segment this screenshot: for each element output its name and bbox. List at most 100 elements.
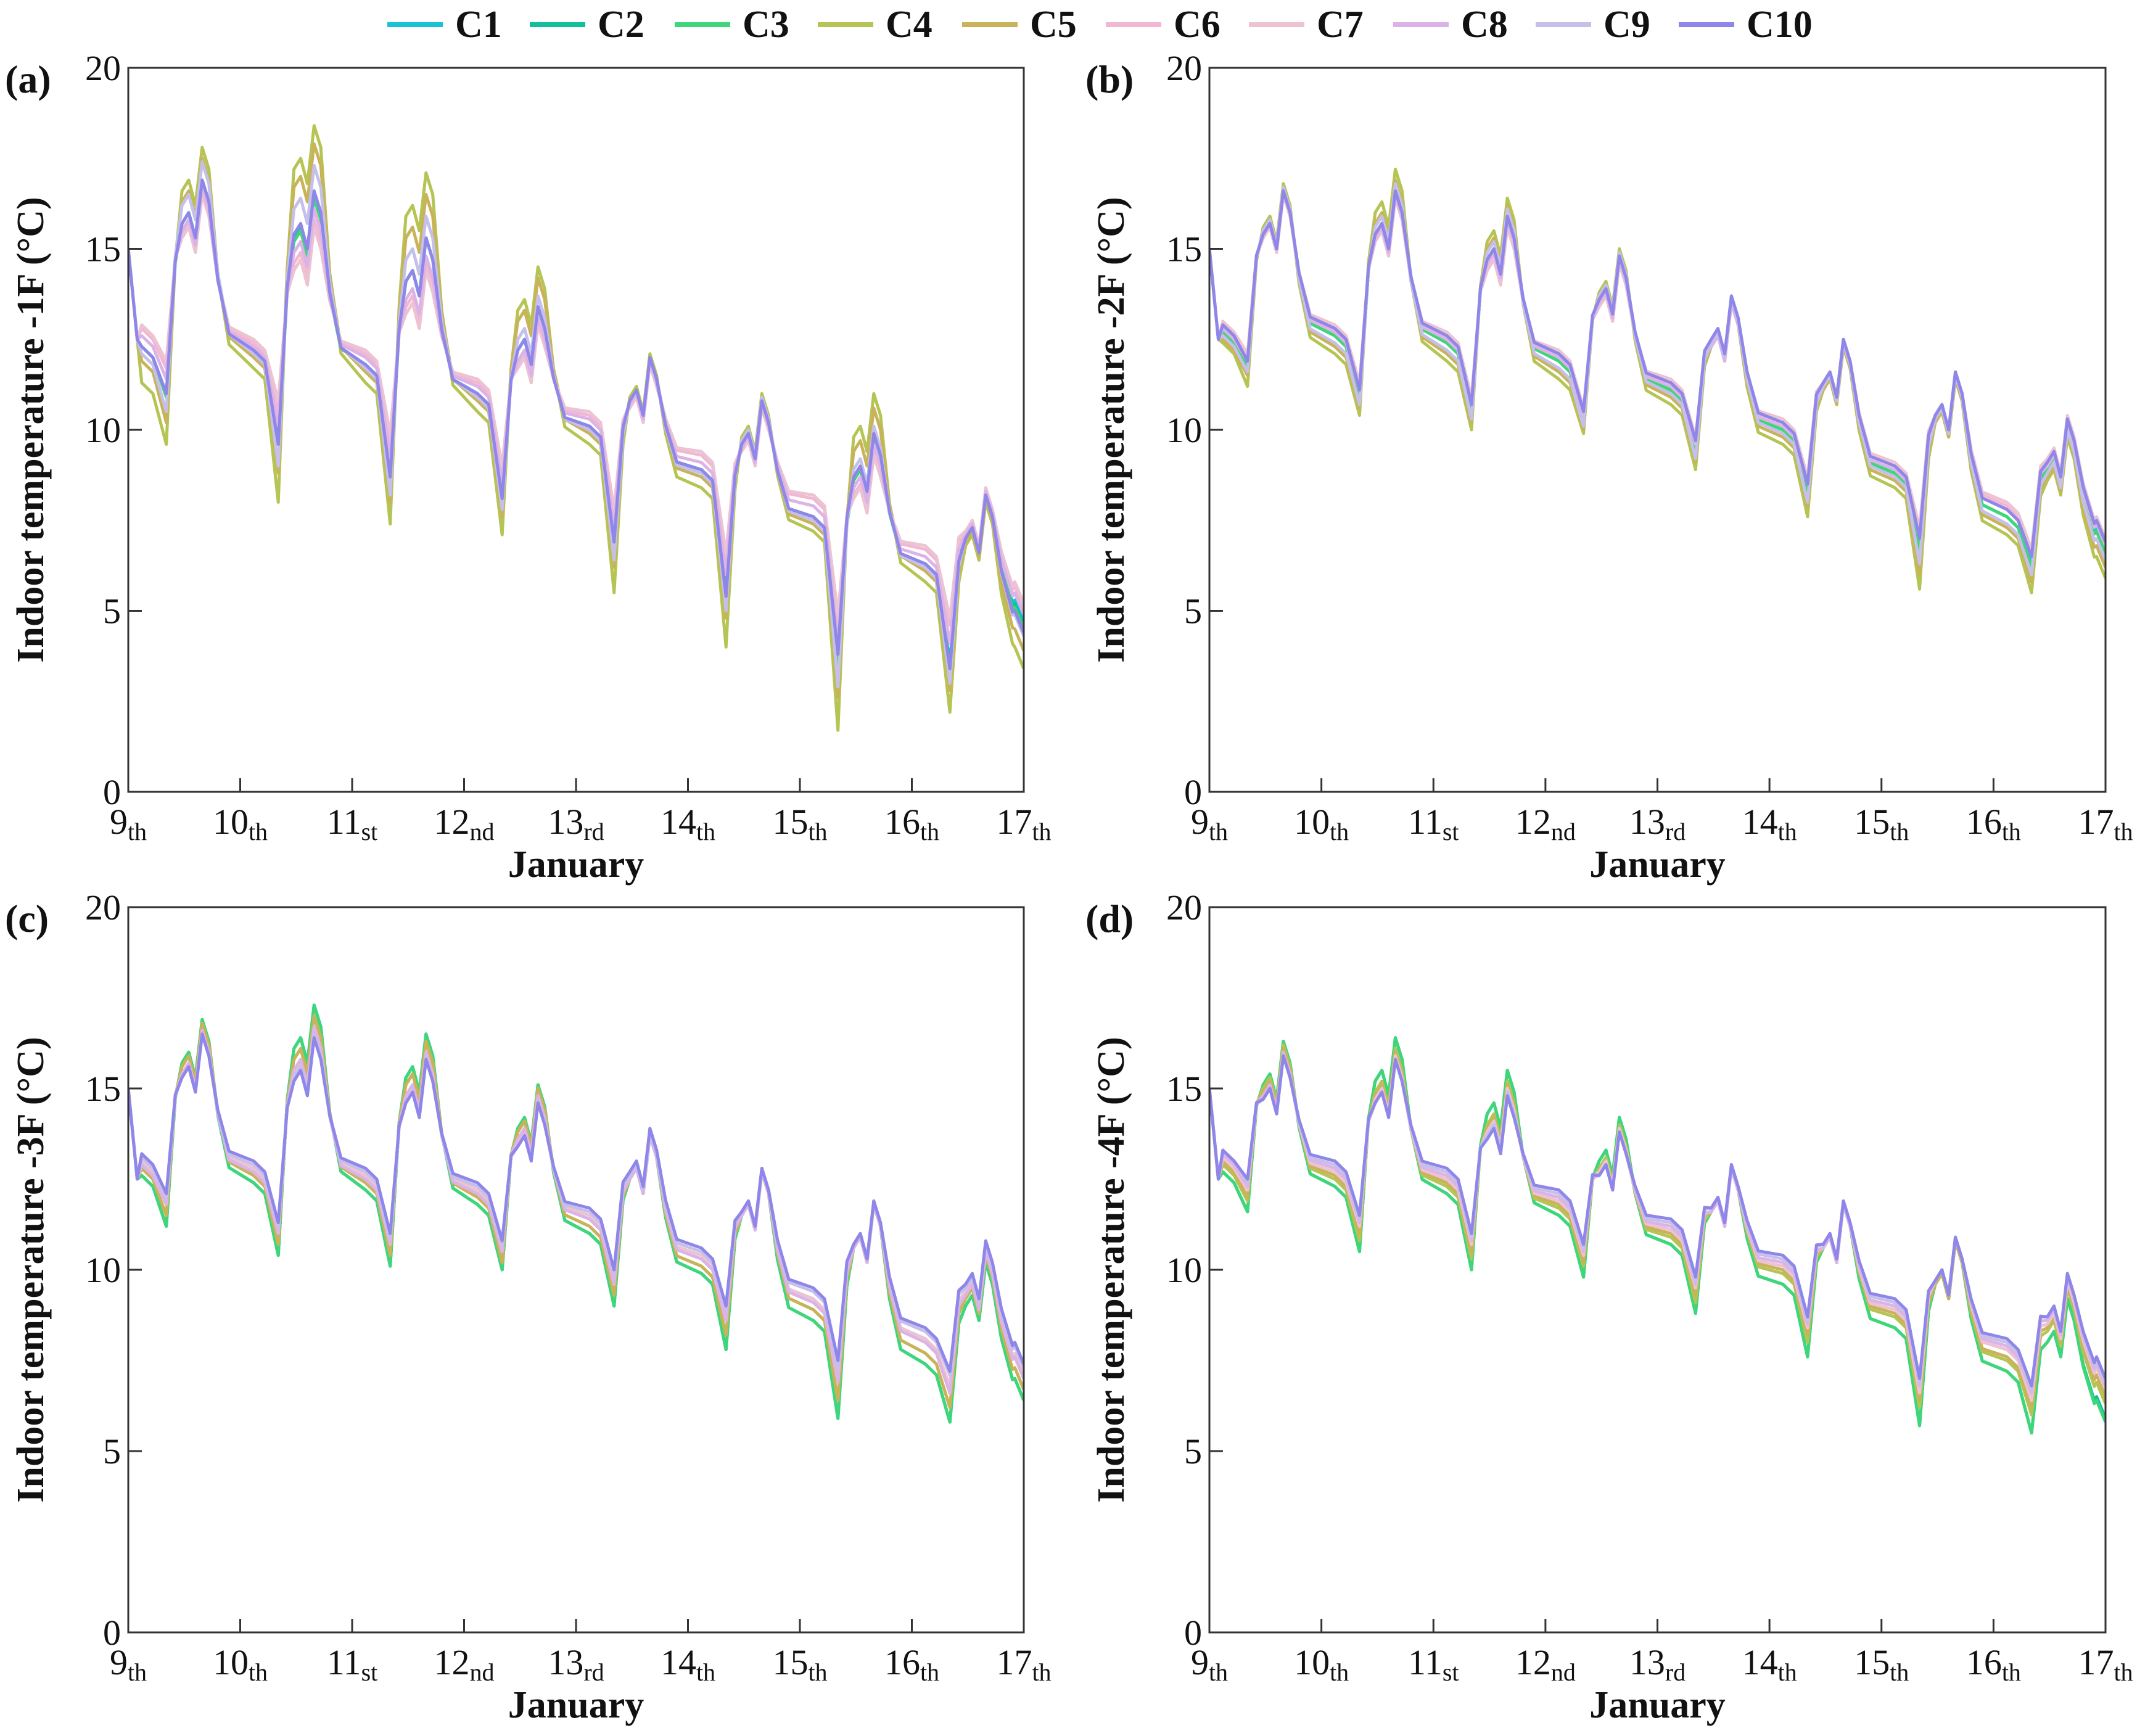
x-tick-suffix: th [696, 818, 715, 845]
legend-entry-c5: C5 [962, 4, 1077, 46]
x-tick-label: 12nd [1515, 1642, 1576, 1686]
x-tick-suffix: st [361, 1658, 378, 1686]
x-tick-suffix: th [920, 818, 939, 845]
x-tick-number: 11 [1408, 802, 1443, 842]
x-tick-label: 9th [1191, 1642, 1228, 1686]
x-tick-number: 15 [1854, 1642, 1890, 1682]
x-tick-suffix: th [1209, 818, 1228, 845]
legend-entry-c8: C8 [1393, 4, 1508, 46]
x-tick-suffix: nd [1551, 1658, 1576, 1686]
x-tick-label: 9th [110, 1642, 147, 1686]
panel-label: (b) [1085, 57, 1134, 101]
x-tick-label: 14th [1742, 802, 1797, 845]
x-tick-number: 14 [661, 802, 696, 842]
x-tick-suffix: th [696, 1658, 715, 1686]
x-tick-label: 13rd [548, 1642, 604, 1686]
x-tick-label: 16th [1966, 1642, 2021, 1686]
x-tick-label: 15th [772, 802, 827, 845]
legend-label-c9: C9 [1603, 4, 1650, 46]
x-tick-label: 17th [2078, 802, 2133, 845]
x-tick-label: 12nd [434, 1642, 495, 1686]
x-tick-label: 17th [2078, 1642, 2133, 1686]
series-line-c10 [128, 1032, 1024, 1373]
legend-label-c1: C1 [455, 4, 502, 46]
x-tick-label: 12nd [434, 802, 495, 845]
x-tick-number: 17 [996, 802, 1032, 842]
y-tick-label: 5 [1184, 1431, 1202, 1471]
x-tick-suffix: rd [583, 818, 604, 845]
x-tick-number: 13 [1629, 802, 1665, 842]
x-tick-suffix: rd [1665, 818, 1686, 845]
x-tick-number: 17 [2078, 1642, 2114, 1682]
legend-entry-c6: C6 [1106, 4, 1221, 46]
y-tick-label: 5 [1184, 591, 1202, 631]
x-tick-number: 13 [1629, 1642, 1665, 1682]
legend: C1 C2 C3 C4 C5 C6 C7 C8 C9 C10 [387, 4, 1813, 46]
legend-label-c7: C7 [1317, 4, 1364, 46]
x-tick-suffix: th [1330, 1658, 1349, 1686]
y-axis-title: Indoor temperature -4F (°C) [1090, 1037, 1132, 1502]
plot-frame [1208, 67, 2107, 793]
x-tick-label: 17th [996, 802, 1051, 845]
legend-entry-c4: C4 [818, 4, 932, 46]
x-axis-title: January [1589, 844, 1725, 886]
x-tick-suffix: th [128, 1658, 147, 1686]
series-line-c8 [1209, 1050, 2106, 1395]
x-tick-label: 9th [1191, 802, 1228, 845]
y-tick-label: 10 [1166, 1250, 1202, 1290]
series-line-c10 [1209, 1054, 2106, 1388]
y-tick-label: 20 [85, 48, 121, 88]
panel-c-series [128, 1003, 1024, 1424]
x-tick-suffix: nd [470, 1658, 495, 1686]
x-tick-label: 10th [1294, 1642, 1349, 1686]
x-tick-number: 12 [434, 1642, 470, 1682]
y-tick-label: 0 [1184, 1613, 1202, 1653]
x-tick-suffix: th [1890, 818, 1909, 845]
legend-label-c10: C10 [1747, 4, 1813, 46]
x-tick-label: 10th [213, 802, 268, 845]
x-tick-suffix: th [1890, 1658, 1909, 1686]
x-tick-suffix: th [1778, 1658, 1797, 1686]
x-tick-suffix: th [808, 818, 827, 845]
x-tick-number: 12 [434, 802, 470, 842]
x-tick-label: 16th [1966, 802, 2021, 845]
x-tick-number: 9 [1191, 802, 1209, 842]
y-tick-label: 10 [85, 1250, 121, 1290]
y-tick-label: 15 [85, 229, 121, 269]
x-tick-label: 14th [661, 1642, 715, 1686]
x-tick-suffix: th [1032, 818, 1051, 845]
x-tick-number: 17 [996, 1642, 1032, 1682]
y-tick-label: 15 [1166, 229, 1202, 269]
x-tick-label: 15th [1854, 1642, 1909, 1686]
x-tick-number: 12 [1515, 1642, 1551, 1682]
x-tick-suffix: th [249, 1658, 268, 1686]
legend-label-c2: C2 [598, 4, 644, 46]
x-tick-label: 12nd [1515, 802, 1576, 845]
x-tick-label: 11st [1408, 802, 1459, 845]
panel-a-series [128, 124, 1024, 732]
y-tick-label: 5 [103, 591, 121, 631]
x-tick-number: 13 [548, 802, 583, 842]
x-tick-label: 11st [327, 802, 378, 845]
series-line-c8 [128, 186, 1024, 645]
x-tick-number: 16 [884, 1642, 920, 1682]
plot-frame [1208, 906, 2107, 1634]
x-tick-number: 16 [1966, 1642, 2002, 1682]
x-tick-number: 16 [884, 802, 920, 842]
y-tick-label: 10 [1166, 410, 1202, 450]
panel-b-series [1209, 167, 2106, 594]
x-tick-suffix: th [1032, 1658, 1051, 1686]
x-tick-suffix: th [920, 1658, 939, 1686]
x-tick-suffix: st [1443, 1658, 1459, 1686]
x-tick-number: 14 [661, 1642, 696, 1682]
x-tick-label: 15th [1854, 802, 1909, 845]
series-line-c1 [1209, 1036, 2106, 1435]
x-tick-suffix: nd [1551, 818, 1576, 845]
legend-label-c8: C8 [1461, 4, 1508, 46]
x-tick-number: 11 [1408, 1642, 1443, 1682]
x-tick-suffix: rd [583, 1658, 604, 1686]
series-line-c10 [1209, 189, 2106, 558]
x-tick-number: 10 [1294, 1642, 1330, 1682]
series-line-c7 [1209, 1050, 2106, 1402]
